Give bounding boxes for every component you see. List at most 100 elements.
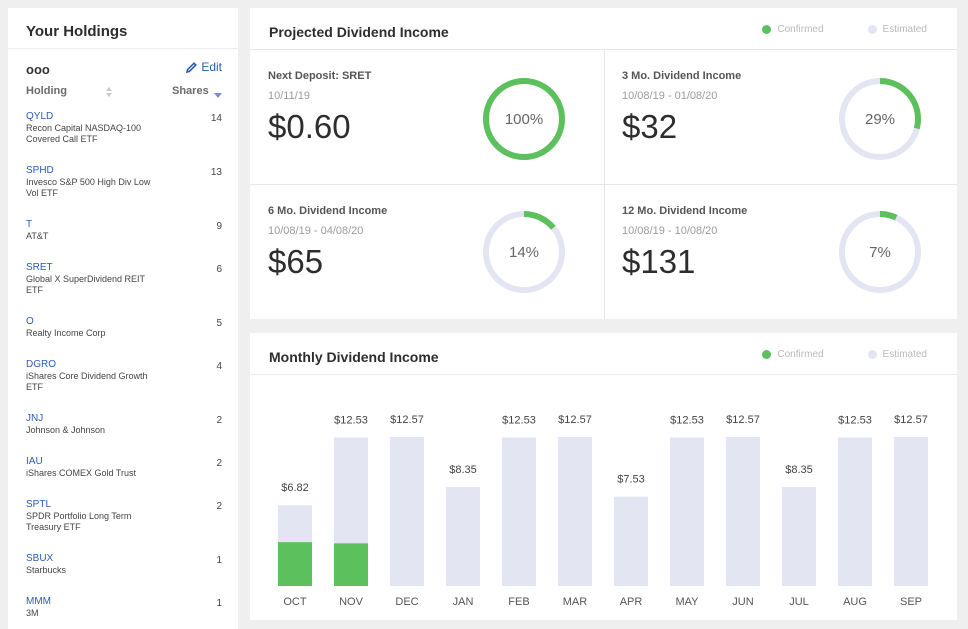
progress-ring: 100% <box>483 78 565 160</box>
x-tick-label: FEB <box>508 596 529 608</box>
x-tick-label: NOV <box>339 596 364 608</box>
card-label: 6 Mo. Dividend Income <box>268 205 388 217</box>
bar-estimated[interactable] <box>558 437 592 586</box>
holding-ticker[interactable]: QYLD <box>26 111 54 122</box>
bar-estimated[interactable] <box>782 487 816 586</box>
x-tick-label: AUG <box>843 596 867 608</box>
holding-shares: 14 <box>210 113 222 124</box>
bar-confirmed[interactable] <box>334 543 368 586</box>
holding-shares: 5 <box>216 318 222 329</box>
holding-row[interactable]: MMM 3M 1 <box>26 596 226 619</box>
confirmed-dot-icon <box>762 350 772 359</box>
holding-ticker[interactable]: MMM <box>26 596 51 607</box>
estimated-dot-icon <box>867 25 877 34</box>
legend-confirmed: Confirmed <box>762 349 824 360</box>
holding-row[interactable]: SPTL SPDR Portfolio Long Term Treasury ET… <box>26 499 226 533</box>
x-tick-label: JAN <box>453 596 474 608</box>
card-separator <box>604 49 605 319</box>
bar-value-label: $12.53 <box>838 414 872 426</box>
monthly-divider <box>250 374 957 375</box>
holding-column-header[interactable]: Holding <box>26 85 67 97</box>
ring-percent: 100% <box>505 111 543 128</box>
income-card: 3 Mo. Dividend Income 10/08/19 - 01/08/2… <box>604 49 957 184</box>
bar-estimated[interactable] <box>838 437 872 586</box>
bar-estimated[interactable] <box>726 437 760 586</box>
projected-title: Projected Dividend Income <box>269 24 449 40</box>
holding-ticker[interactable]: SBUX <box>26 553 54 564</box>
holding-ticker[interactable]: JNJ <box>26 413 44 424</box>
holding-row[interactable]: IAU iShares COMEX Gold Trust 2 <box>26 456 226 479</box>
holding-shares: 2 <box>216 458 222 469</box>
holding-row[interactable]: SRET Global X SuperDividend REIT ETF 6 <box>26 262 226 296</box>
edit-button[interactable]: Edit <box>185 60 222 74</box>
x-tick-label: MAR <box>563 596 588 608</box>
bar-value-label: $12.57 <box>894 414 928 426</box>
monthly-title: Monthly Dividend Income <box>269 349 439 365</box>
bar-estimated[interactable] <box>614 496 648 586</box>
holding-ticker[interactable]: T <box>26 219 33 230</box>
holding-row[interactable]: T AT&T 9 <box>26 219 226 242</box>
bar-estimated[interactable] <box>390 437 424 586</box>
bar-estimated[interactable] <box>670 437 704 586</box>
bar-estimated[interactable] <box>894 437 928 586</box>
holding-shares: 9 <box>216 221 222 232</box>
holding-name: Recon Capital NASDAQ-100 Covered Call ET… <box>26 123 142 144</box>
x-tick-label: DEC <box>395 596 418 608</box>
income-card: Next Deposit: SRET 10/11/19 $0.60 100% <box>250 49 604 184</box>
holding-ticker[interactable]: O <box>26 316 34 327</box>
shares-column-header[interactable]: Shares <box>172 85 209 97</box>
holding-name: SPDR Portfolio Long Term Treasury ETF <box>26 511 132 532</box>
x-tick-label: OCT <box>283 596 307 608</box>
card-amount: $131 <box>622 243 696 280</box>
legend-estimated-label: Estimated <box>882 24 927 35</box>
holding-name: Starbucks <box>26 565 67 575</box>
bar-estimated[interactable] <box>334 437 368 544</box>
holding-row[interactable]: SPHD Invesco S&P 500 High Div Low Vol ETF… <box>26 165 226 199</box>
ring-progress <box>839 78 921 160</box>
holdings-divider <box>8 48 238 49</box>
bar-value-label: $12.57 <box>390 414 424 426</box>
holding-ticker[interactable]: DGRO <box>26 359 56 370</box>
holding-row[interactable]: SBUX Starbucks 1 <box>26 553 226 576</box>
pencil-icon <box>186 61 198 73</box>
income-card: 12 Mo. Dividend Income 10/08/19 - 10/08/… <box>604 184 957 319</box>
progress-ring: 14% <box>483 211 565 293</box>
card-label: 3 Mo. Dividend Income <box>622 70 742 82</box>
confirmed-dot-icon <box>762 25 772 34</box>
bar-value-label: $8.35 <box>449 464 477 476</box>
holding-row[interactable]: QYLD Recon Capital NASDAQ-100 Covered Cal… <box>26 111 226 145</box>
holding-row[interactable]: JNJ Johnson & Johnson 2 <box>26 413 226 436</box>
x-tick-label: APR <box>620 596 643 608</box>
monthly-income-panel: Monthly Dividend Income Confirmed Estima… <box>250 333 957 620</box>
bar-value-label: $8.35 <box>785 464 813 476</box>
bar-estimated[interactable] <box>278 505 312 543</box>
holding-ticker[interactable]: SPTL <box>26 499 52 510</box>
sort-arrows-icon[interactable] <box>105 85 113 99</box>
holding-name: Global X SuperDividend REIT ETF <box>26 274 145 295</box>
legend-confirmed-label: Confirmed <box>777 24 824 35</box>
holding-name: Realty Income Corp <box>26 328 106 338</box>
card-amount: $65 <box>268 243 324 280</box>
progress-ring: 29% <box>839 78 921 160</box>
holding-shares: 6 <box>216 264 222 275</box>
holding-row[interactable]: DGRO iShares Core Dividend Growth ETF 4 <box>26 359 226 393</box>
holding-name: Johnson & Johnson <box>26 425 106 435</box>
card-label: 12 Mo. Dividend Income <box>622 205 748 217</box>
holding-ticker[interactable]: SRET <box>26 262 53 273</box>
legend-estimated-label: Estimated <box>882 349 927 360</box>
income-card: 6 Mo. Dividend Income 10/08/19 - 04/08/2… <box>250 184 604 319</box>
bar-estimated[interactable] <box>502 437 536 586</box>
projected-income-panel: Projected Dividend Income Confirmed Esti… <box>250 8 957 319</box>
sort-descending-icon[interactable] <box>214 93 222 98</box>
holding-name: iShares Core Dividend Growth ETF <box>26 371 148 392</box>
holding-ticker[interactable]: SPHD <box>26 165 54 176</box>
legend-confirmed: Confirmed <box>762 24 824 35</box>
holdings-title: Your Holdings <box>26 23 128 40</box>
bar-value-label: $12.53 <box>670 414 704 426</box>
holding-shares: 1 <box>216 598 222 609</box>
account-name[interactable]: ooo <box>26 62 50 77</box>
bar-estimated[interactable] <box>446 487 480 586</box>
bar-confirmed[interactable] <box>278 542 312 586</box>
holding-ticker[interactable]: IAU <box>26 456 43 467</box>
holding-row[interactable]: O Realty Income Corp 5 <box>26 316 226 339</box>
